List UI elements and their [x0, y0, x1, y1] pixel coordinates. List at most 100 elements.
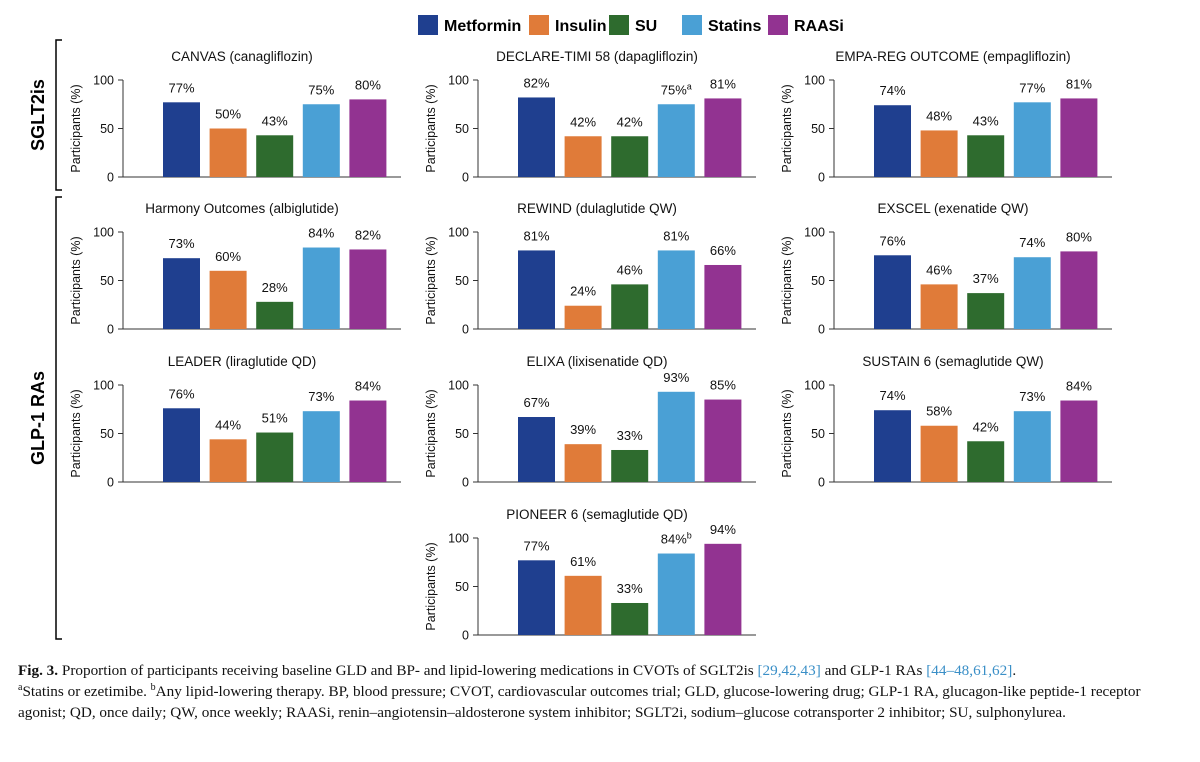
bar-su	[256, 432, 294, 482]
legend-swatch-statins	[682, 15, 702, 35]
bar-statins	[1013, 102, 1051, 177]
y-tick-label: 50	[455, 122, 469, 136]
charts: CANVAS (canagliflozin) Participants (%) 0 5…	[69, 49, 1112, 643]
bar-metformin	[518, 560, 555, 635]
data-label-raasi: 85%	[710, 378, 736, 393]
y-tick-label: 100	[448, 226, 469, 240]
data-label-metformin: 76%	[168, 386, 194, 401]
data-label-statins: 73%	[1019, 389, 1045, 404]
bar-metformin	[874, 410, 911, 482]
legend-swatch-su	[609, 15, 629, 35]
bar-su	[611, 449, 649, 482]
y-axis-label: Participants (%)	[69, 389, 83, 477]
data-label-su: 33%	[617, 428, 643, 443]
data-label-insulin: 46%	[926, 262, 952, 277]
data-label-raasi: 80%	[1066, 229, 1092, 244]
y-tick-label: 100	[804, 226, 825, 240]
data-label-insulin: 58%	[926, 404, 952, 419]
caption-ref-2[interactable]: [44–48,61,62]	[926, 662, 1013, 679]
bar-statins	[1013, 411, 1051, 482]
data-label-raasi: 81%	[1066, 76, 1092, 91]
bar-statins	[657, 250, 695, 329]
y-tick-label: 50	[455, 427, 469, 441]
data-label-insulin: 60%	[215, 249, 241, 264]
data-label-metformin: 77%	[523, 538, 549, 553]
chart-5: REWIND (dulaglutide QW) Participants (%) 0…	[424, 201, 756, 337]
caption-ref-1[interactable]: [29,42,43]	[757, 662, 821, 679]
bar-insulin	[564, 305, 602, 329]
data-label-su: 28%	[262, 280, 288, 295]
chart-7: LEADER (liraglutide QD) Participants (%) 0…	[69, 354, 401, 490]
data-label-raasi: 94%	[710, 522, 736, 537]
chart-8: ELIXA (lixisenatide QD) Participants (%) 0…	[424, 354, 756, 490]
bar-insulin	[564, 136, 602, 177]
y-tick-label: 50	[455, 580, 469, 594]
y-axis-label: Participants (%)	[424, 542, 438, 630]
bar-statins	[657, 104, 695, 177]
data-label-metformin: 74%	[879, 388, 905, 403]
y-tick-label: 50	[811, 427, 825, 441]
legend-label-raasi: RAASi	[794, 18, 844, 35]
y-axis-label: Participants (%)	[424, 84, 438, 172]
chart-title: EMPA-REG OUTCOME (empagliflozin)	[835, 49, 1070, 64]
chart-2: DECLARE-TIMI 58 (dapagliflozin) Participa…	[424, 49, 756, 185]
data-label-superscript: b	[687, 531, 692, 541]
bar-raasi	[349, 249, 387, 329]
data-label-raasi: 66%	[710, 243, 736, 258]
bar-raasi	[1060, 98, 1098, 177]
y-axis-label: Participants (%)	[424, 389, 438, 477]
bar-insulin	[209, 270, 247, 329]
glp1-bracket	[55, 196, 62, 640]
y-tick-label: 100	[93, 74, 114, 88]
y-tick-label: 50	[100, 122, 114, 136]
data-label-insulin: 39%	[570, 422, 596, 437]
data-label-su: 43%	[262, 113, 288, 128]
y-tick-label: 0	[818, 171, 825, 185]
y-tick-label: 0	[462, 476, 469, 490]
y-tick-label: 0	[818, 476, 825, 490]
y-tick-label: 0	[462, 171, 469, 185]
figure-caption: Fig. 3. Proportion of participants recei…	[18, 660, 1186, 723]
bar-raasi	[704, 543, 742, 635]
data-label-raasi: 82%	[355, 227, 381, 242]
data-label-statins: 77%	[1019, 80, 1045, 95]
y-tick-label: 50	[811, 122, 825, 136]
bar-insulin	[564, 444, 602, 482]
data-label-statins: 81%	[663, 228, 689, 243]
data-label-statins: 75%a	[661, 81, 692, 97]
y-tick-label: 50	[811, 274, 825, 288]
data-label-su: 46%	[617, 262, 643, 277]
sglt2-bracket	[55, 39, 62, 191]
data-label-statins: 93%	[663, 370, 689, 385]
caption-text-2: and GLP-1 RAs	[820, 662, 927, 679]
chart-title: PIONEER 6 (semaglutide QD)	[506, 507, 688, 522]
bar-metformin	[874, 105, 911, 177]
legend-label-su: SU	[635, 18, 657, 35]
bar-su	[256, 135, 294, 177]
bar-raasi	[704, 98, 742, 177]
fig-label: Fig. 3.	[18, 662, 59, 679]
bar-metformin	[518, 250, 555, 329]
legend-swatch-metformin	[418, 15, 438, 35]
chart-3: EMPA-REG OUTCOME (empagliflozin) Particip…	[780, 49, 1112, 185]
y-axis-label: Participants (%)	[69, 236, 83, 324]
chart-10: PIONEER 6 (semaglutide QD) Participants (…	[424, 507, 756, 643]
y-tick-label: 100	[448, 379, 469, 393]
footnote-a-marker: a	[18, 681, 23, 693]
chart-title: CANVAS (canagliflozin)	[171, 49, 313, 64]
footnote-a: Statins or ezetimibe.	[22, 683, 151, 700]
chart-title: DECLARE-TIMI 58 (dapagliflozin)	[496, 49, 698, 64]
y-tick-label: 0	[818, 323, 825, 337]
y-tick-label: 100	[448, 74, 469, 88]
legend-label-statins: Statins	[708, 18, 761, 35]
data-label-insulin: 24%	[570, 284, 596, 299]
bar-metformin	[163, 258, 200, 329]
y-tick-label: 0	[107, 171, 114, 185]
chart-title: Harmony Outcomes (albiglutide)	[145, 201, 339, 216]
legend-swatch-raasi	[768, 15, 788, 35]
bar-metformin	[163, 102, 200, 177]
y-tick-label: 50	[100, 427, 114, 441]
y-tick-label: 50	[100, 274, 114, 288]
bar-su	[611, 602, 649, 635]
data-label-metformin: 81%	[523, 228, 549, 243]
